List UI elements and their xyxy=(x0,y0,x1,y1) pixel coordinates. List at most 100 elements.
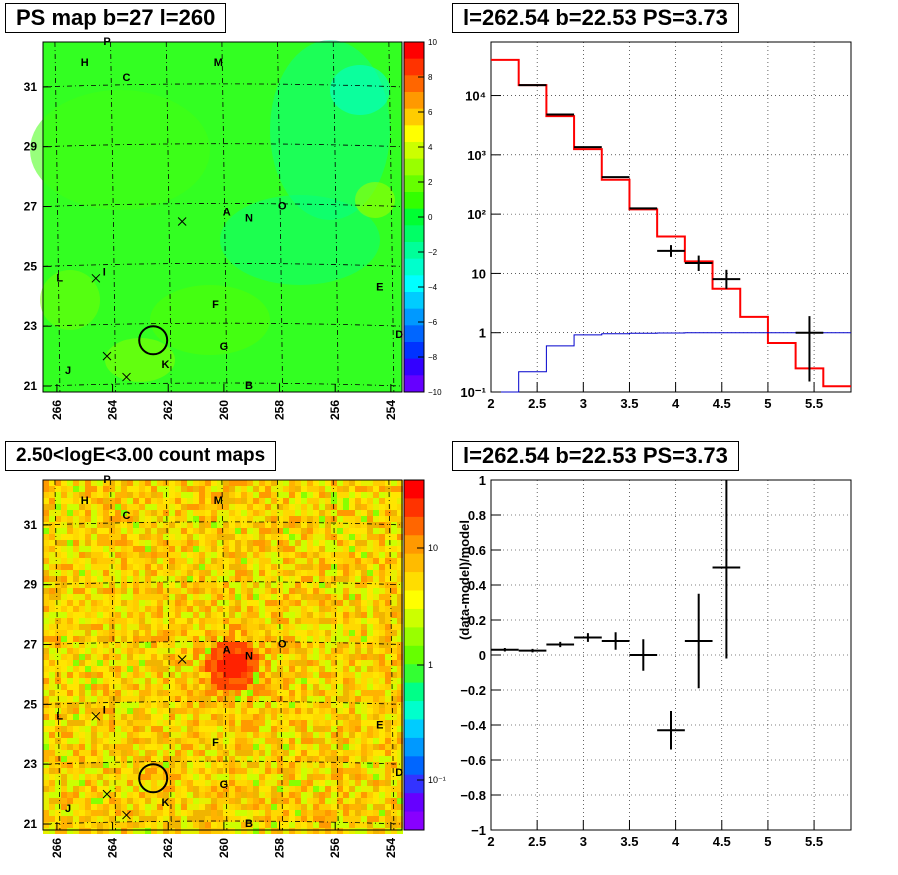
x-tick-label: 4 xyxy=(672,396,680,411)
spectrum-panel: 2 2.5 3 3.5 4 4.5 5 5.5 10⁴ 10³ 10² 10 1 10⁻¹ xyxy=(460,41,852,411)
x-tick-label: 258 xyxy=(273,400,287,420)
y-tick-label: 10⁴ xyxy=(465,89,486,104)
x-tick-label: 256 xyxy=(328,400,342,420)
source-label-i: I xyxy=(103,266,106,278)
background-histogram xyxy=(491,332,851,393)
colorbar-cell xyxy=(404,275,424,293)
colorbar-cell xyxy=(404,375,424,393)
colorbar-cell xyxy=(404,572,424,592)
y-tick-label: −0.4 xyxy=(460,718,486,733)
colorbar-cell xyxy=(404,258,424,276)
y-tick-label: 0.4 xyxy=(468,578,487,593)
source-label-i: I xyxy=(103,704,106,716)
colorbar-cell xyxy=(404,498,424,518)
y-tick-label: 1 xyxy=(479,326,486,341)
colorbar-tick-label: 10⁻¹ xyxy=(428,775,446,785)
residual-axes: 2 2.5 3 3.5 4 4.5 5 5.5 1 0.8 0.6 0.4 0.2 0 −0.2 −0.4 −0… xyxy=(460,473,823,849)
residual-series xyxy=(491,480,741,750)
ps-map-coordinate-grid xyxy=(42,41,403,393)
source-label-g: G xyxy=(220,779,229,791)
colorbar-tick-label: 4 xyxy=(428,143,433,152)
y-tick-label: 29 xyxy=(24,578,38,592)
model-histogram xyxy=(491,58,851,388)
grid-meridian xyxy=(221,479,228,831)
colorbar-cell xyxy=(404,325,424,343)
y-tick-label: 21 xyxy=(24,379,38,393)
colorbar-cell xyxy=(404,208,424,226)
colorbar-cell xyxy=(404,192,424,210)
y-tick-label: 29 xyxy=(24,140,38,154)
cross-marker xyxy=(91,273,101,283)
grid-meridian xyxy=(388,41,395,393)
colorbar-cell xyxy=(404,664,424,684)
spectrum-title: l=262.54 b=22.53 PS=3.73 xyxy=(452,3,739,33)
source-label-f: F xyxy=(212,737,219,749)
y-tick-label: −1 xyxy=(471,823,486,838)
source-label-l: L xyxy=(56,272,63,284)
grid-meridian xyxy=(332,479,339,831)
y-tick-label: 23 xyxy=(24,757,38,771)
colorbar-cell xyxy=(404,342,424,360)
colorbar-cell xyxy=(404,608,424,628)
colorbar-tick-label: 10 xyxy=(428,543,438,553)
source-label-o: O xyxy=(278,201,287,213)
colorbar-cell xyxy=(404,125,424,143)
cross-marker xyxy=(122,810,131,820)
ps-map-patches xyxy=(30,40,395,382)
grid-meridian xyxy=(221,41,228,393)
colorbar-cell xyxy=(404,535,424,555)
ps-map-axes: 266 264 262 260 258 256 254 31 29 27 25 23 21 xyxy=(24,80,398,420)
source-label-h: H xyxy=(81,495,89,507)
source-label-b: B xyxy=(245,818,253,830)
x-tick-label: 4.5 xyxy=(713,396,731,411)
ps-map-source-markers: P H C M A N O L I E F G D J K B xyxy=(56,36,403,392)
count-map-pixels xyxy=(43,480,403,834)
x-tick-label: 2 xyxy=(487,834,494,849)
colorbar-tick-label: −6 xyxy=(428,318,438,327)
colorbar-cell xyxy=(404,58,424,76)
colorbar-cell xyxy=(404,793,424,813)
colorbar-tick-label: 0 xyxy=(428,213,433,222)
residual-panel: 2 2.5 3 3.5 4 4.5 5 5.5 1 0.8 0.6 0.4 0.2 0 −0.2 −0.4 −0… xyxy=(457,473,852,849)
colorbar-tick-label: 2 xyxy=(428,178,433,187)
source-label-g: G xyxy=(220,341,229,353)
source-label-n: N xyxy=(245,650,253,662)
x-tick-label: 266 xyxy=(50,400,64,420)
y-tick-label: 10² xyxy=(467,207,486,222)
colorbar-cell xyxy=(404,158,424,176)
x-tick-label: 2.5 xyxy=(528,834,546,849)
spectrum-series xyxy=(491,58,851,393)
y-tick-label: 0 xyxy=(479,648,486,663)
cross-marker xyxy=(177,655,187,664)
source-label-m: M xyxy=(214,495,223,507)
source-label-l: L xyxy=(56,710,63,722)
source-label-k: K xyxy=(161,359,169,371)
source-label-p: P xyxy=(103,474,110,486)
x-tick-label: 4 xyxy=(672,834,680,849)
source-label-c: C xyxy=(123,510,131,522)
count-map-axes: 266 264 262 260 258 256 254 31 29 27 25 23 21 xyxy=(24,518,398,858)
source-label-m: M xyxy=(214,57,223,69)
colorbar-cell xyxy=(404,811,424,831)
y-tick-label: 31 xyxy=(24,80,38,94)
colorbar-tick-label: 8 xyxy=(428,73,433,82)
x-tick-label: 3.5 xyxy=(620,834,638,849)
count-map-coordinate-grid xyxy=(42,479,403,831)
ps-map-colorbar: 10 8 6 4 2 0 −2 −4 −6 −8 −10 xyxy=(403,38,442,397)
colorbar-cell xyxy=(404,225,424,243)
x-tick-label: 2 xyxy=(487,396,494,411)
cross-marker xyxy=(177,217,187,226)
y-tick-label: 0.6 xyxy=(468,543,486,558)
cross-marker xyxy=(102,351,112,361)
y-tick-label: −0.8 xyxy=(460,788,486,803)
source-label-a: A xyxy=(223,645,231,657)
cross-marker xyxy=(102,789,112,799)
x-tick-label: 5.5 xyxy=(805,396,823,411)
colorbar-cell xyxy=(404,480,424,499)
x-tick-label: 5 xyxy=(764,834,771,849)
source-label-k: K xyxy=(161,797,169,809)
source-label-j: J xyxy=(65,365,71,377)
y-tick-label: 10⁻¹ xyxy=(460,385,486,400)
x-tick-label: 4.5 xyxy=(713,834,731,849)
